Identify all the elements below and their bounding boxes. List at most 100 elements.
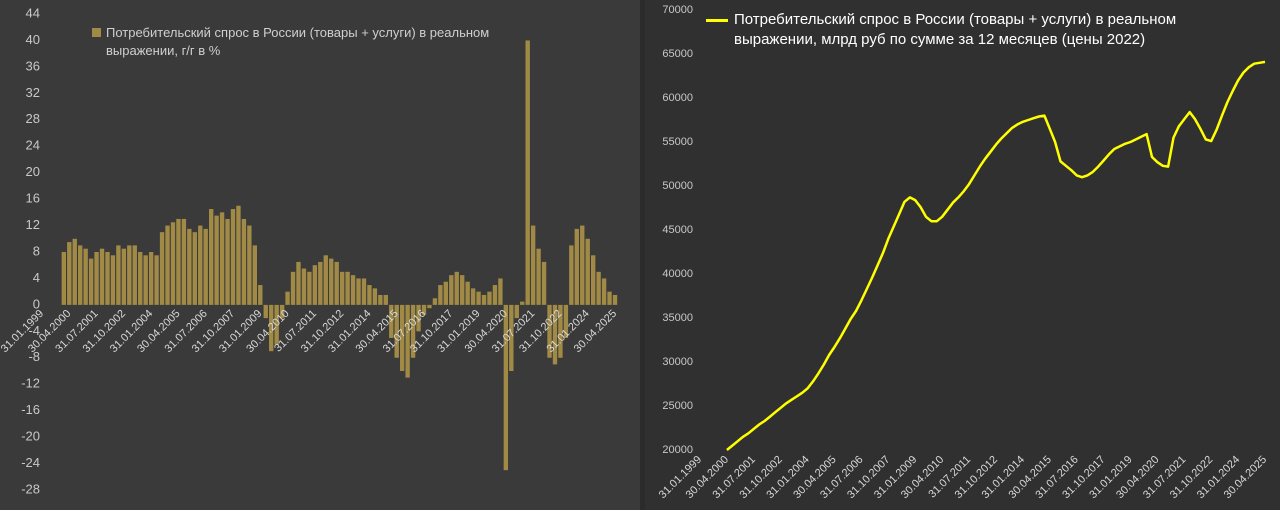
bar	[590, 255, 596, 305]
bar	[416, 304, 421, 332]
bar	[241, 218, 247, 305]
bar	[329, 258, 334, 305]
bar	[67, 242, 72, 305]
bar	[290, 271, 296, 305]
bar	[307, 271, 312, 305]
legend-right: Потребительский спрос в России (товары +…	[706, 10, 1206, 51]
y-tick-label: 0	[33, 296, 40, 311]
bar	[198, 225, 203, 305]
line	[726, 60, 1266, 451]
bar	[105, 252, 110, 305]
bar	[492, 285, 498, 305]
bar	[361, 278, 367, 305]
bar	[208, 209, 214, 305]
bar	[383, 294, 388, 305]
bar	[569, 245, 574, 305]
bar	[165, 225, 170, 305]
bar	[530, 225, 536, 305]
bar	[449, 275, 454, 305]
bar	[323, 255, 328, 305]
y-tick-label: 65000	[662, 48, 693, 60]
bar	[509, 304, 514, 371]
bar	[481, 294, 487, 305]
y-tick-label: 20000	[662, 444, 693, 456]
bar	[372, 288, 378, 305]
bar	[454, 271, 459, 305]
bar	[99, 248, 105, 305]
y-tick-label: 28	[26, 111, 40, 126]
bar	[476, 291, 481, 305]
bar	[269, 304, 274, 352]
bar	[192, 232, 197, 305]
bar	[410, 304, 416, 358]
bar	[279, 304, 285, 319]
bar	[356, 278, 361, 305]
bar	[127, 245, 132, 305]
bar	[394, 304, 399, 358]
bar	[236, 205, 241, 305]
y-tick-label: 35000	[662, 312, 693, 324]
bar	[83, 248, 88, 305]
y-tick-label: 40000	[662, 268, 693, 280]
legend-left: Потребительский спрос в России (товары +…	[92, 24, 542, 59]
y-tick-label: 70000	[662, 4, 693, 16]
y-tick-label: 45000	[662, 224, 693, 236]
bar	[263, 304, 268, 319]
y-tick-label: -16	[21, 402, 40, 417]
bar	[552, 304, 558, 365]
bar	[339, 271, 345, 305]
bar	[525, 40, 530, 305]
bar	[247, 225, 252, 305]
bar	[219, 212, 225, 305]
bar	[225, 218, 230, 305]
bar	[367, 285, 372, 305]
bar	[465, 281, 470, 305]
bar	[312, 265, 318, 305]
y-tick-label: -8	[28, 349, 40, 364]
bar	[438, 285, 443, 305]
bar	[154, 255, 159, 305]
bar	[503, 304, 509, 471]
y-tick-label: 60000	[662, 92, 693, 104]
bar	[558, 304, 563, 358]
bar	[116, 245, 121, 305]
bar	[421, 304, 427, 315]
bar	[121, 248, 127, 305]
bar	[258, 285, 263, 305]
right-panel	[645, 0, 1280, 510]
bar	[601, 278, 607, 305]
y-tick-label: 20	[26, 164, 40, 179]
bar	[252, 245, 258, 305]
legend-label: Потребительский спрос в России (товары +…	[106, 25, 490, 58]
bar	[350, 275, 356, 305]
legend-swatch	[706, 19, 728, 22]
y-tick-label: 50000	[662, 180, 693, 192]
bar	[574, 228, 579, 305]
y-tick-label: 55000	[662, 136, 693, 148]
bar	[585, 238, 590, 305]
bar	[443, 281, 449, 305]
y-tick-label: -4	[28, 323, 40, 338]
y-tick-label: -12	[21, 376, 40, 391]
bar	[94, 252, 99, 305]
y-tick-label: 44	[26, 5, 40, 20]
bar	[187, 228, 192, 305]
bar	[378, 294, 383, 305]
bar	[405, 304, 410, 378]
bar	[389, 304, 394, 338]
bar	[203, 228, 208, 305]
bar	[460, 275, 465, 305]
bar	[72, 238, 77, 305]
bar	[541, 261, 547, 305]
bar	[181, 218, 187, 305]
bar	[88, 258, 94, 305]
y-tick-label: 25000	[662, 400, 693, 412]
legend-swatch	[92, 28, 101, 37]
bar	[159, 232, 165, 305]
bar	[487, 291, 492, 305]
bar	[427, 304, 432, 309]
y-tick-label: -28	[21, 481, 40, 496]
bar	[78, 245, 83, 305]
bar	[296, 261, 301, 305]
